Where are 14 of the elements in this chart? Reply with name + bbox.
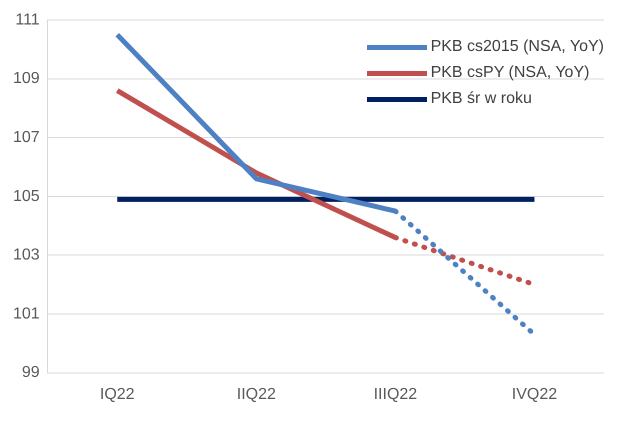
legend-label: PKB cs2015 (NSA, YoY)	[430, 38, 604, 56]
y-tick-label: 109	[12, 70, 40, 88]
legend-label: PKB csPY (NSA, YoY)	[430, 64, 590, 82]
y-tick-label: 103	[12, 246, 40, 264]
y-tick-label: 101	[12, 305, 40, 322]
x-tick-label: IIQ22	[236, 386, 276, 403]
y-tick-label: 111	[15, 11, 40, 28]
y-tick-label: 107	[12, 129, 40, 146]
x-tick-label: IIIQ22	[374, 386, 418, 403]
legend-label: PKB śr w roku	[430, 90, 532, 108]
x-tick-label: IVQ22	[512, 386, 558, 403]
x-tick-label: IQ22	[100, 386, 135, 403]
y-tick-label: 105	[12, 188, 40, 205]
y-tick-label: 99	[22, 364, 40, 382]
